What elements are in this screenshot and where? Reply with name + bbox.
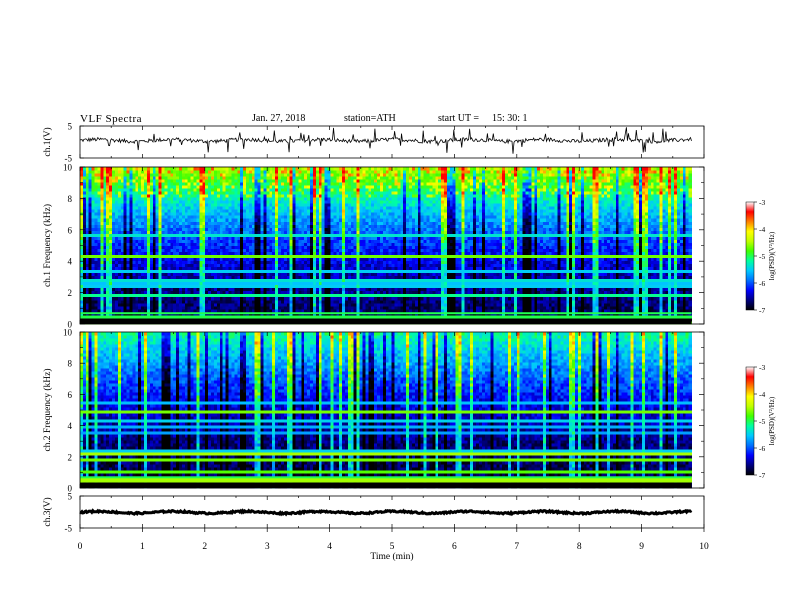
y-tick-label: 2 [68, 452, 73, 462]
y-tick-label: 8 [68, 359, 73, 369]
y-tick-label: 4 [68, 257, 73, 267]
x-tick-label: 0 [78, 542, 83, 552]
colorbar-label: log(PSD)(V²/Hz) [768, 231, 776, 280]
colorbar-tick-label: -4 [759, 225, 765, 234]
waveform-trace [80, 127, 692, 154]
y-axis-label: ch.2 Frequency (kHz) [42, 368, 53, 451]
figure-date: Jan. 27, 2018 [252, 113, 305, 124]
spectrogram-cells [80, 332, 692, 489]
y-axis-label: ch.1(V) [42, 127, 53, 156]
y-tick-label: 2 [68, 288, 73, 298]
x-tick-label: 2 [202, 542, 207, 552]
x-tick-label: 4 [327, 542, 332, 552]
low-frequency-band [80, 482, 692, 488]
colorbar-tick-label: -5 [759, 417, 765, 426]
ch3-waveform: 5 -5 ch.3(V) [42, 492, 705, 534]
x-axis-label: Time (min) [370, 551, 413, 562]
ch1-waveform: 5 -5 ch.1(V) [42, 122, 705, 164]
y-axis-label: ch.1 Frequency (kHz) [42, 204, 53, 287]
y-tick-label: -5 [65, 524, 73, 534]
figure-start-label: start UT = [438, 113, 479, 124]
y-tick-label: 8 [68, 194, 73, 204]
colorbar: -3 -4 -5 -6 -7 log(PSD)(V²/Hz) [745, 198, 776, 315]
figure-title: VLF Spectra [80, 113, 142, 125]
colorbar-tick-label: -7 [759, 471, 765, 480]
x-tick-label: 8 [577, 542, 582, 552]
y-tick-label: 6 [68, 225, 73, 235]
y-tick-label: -5 [65, 154, 73, 164]
waveform-trace [79, 508, 693, 517]
colorbar-gradient [745, 201, 755, 311]
x-tick-label: 10 [699, 542, 709, 552]
x-tick-label: 7 [514, 542, 519, 552]
low-frequency-band [80, 318, 692, 324]
y-tick-label: 5 [68, 492, 73, 502]
y-tick-label: 5 [68, 122, 73, 132]
ch1-spectrogram: 0 2 4 6 8 10 ch.1 Frequency (kHz) -3 -4 -5 -6 -7 log… [42, 163, 776, 330]
colorbar-tick-label: -3 [759, 198, 765, 207]
y-tick-label: 10 [63, 328, 73, 338]
colorbar-tick-label: -7 [759, 306, 765, 315]
x-axis: 0 1 2 3 4 5 6 7 8 9 10 Time (min) [78, 542, 709, 562]
x-tick-label: 6 [452, 542, 457, 552]
x-tick-label: 5 [390, 542, 395, 552]
y-tick-label: 4 [68, 421, 73, 431]
x-tick-label: 1 [140, 542, 145, 552]
y-tick-label: 10 [63, 163, 73, 173]
y-tick-label: 6 [68, 390, 73, 400]
y-tick-label: 0 [68, 484, 73, 494]
colorbar-tick-label: -5 [759, 252, 765, 261]
colorbar-tick-label: -4 [759, 390, 765, 399]
colorbar-tick-label: -6 [759, 279, 765, 288]
colorbar-tick-label: -6 [759, 444, 765, 453]
low-frequency-line [80, 476, 692, 479]
colorbar-label: log(PSD)(V²/Hz) [768, 396, 776, 445]
colorbar-gradient [745, 366, 755, 476]
x-tick-label: 3 [265, 542, 270, 552]
figure-station: station=ATH [344, 113, 396, 124]
colorbar-tick-label: -3 [759, 363, 765, 372]
spectrogram-cells [80, 167, 692, 325]
y-tick-label: 0 [68, 320, 73, 330]
x-tick-label: 9 [639, 542, 644, 552]
ch2-spectrogram: 0 2 4 6 8 10 ch.2 Frequency (kHz) -3 -4 -5 -6 -7 log… [42, 328, 776, 494]
y-axis-label: ch.3(V) [42, 497, 53, 526]
low-frequency-line [80, 312, 692, 315]
panel-frame [79, 125, 705, 159]
figure-start-time: 15: 30: 1 [492, 113, 528, 124]
colorbar: -3 -4 -5 -6 -7 log(PSD)(V²/Hz) [745, 363, 776, 480]
